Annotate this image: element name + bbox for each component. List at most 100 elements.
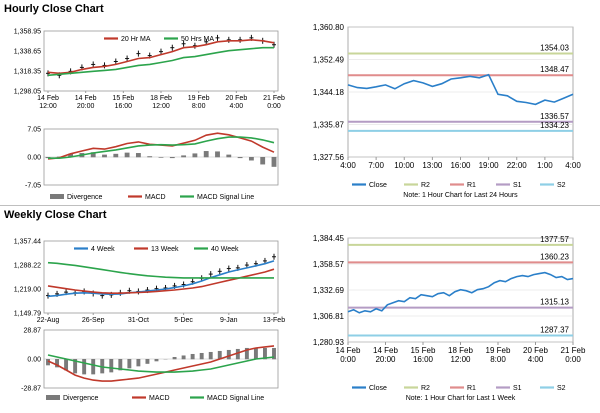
weekly_1week-ytick: 1,384.45 [313, 234, 345, 243]
weekly_macd-legend-label: Divergence [63, 395, 99, 402]
weekly_price-legend-label: 4 Week [91, 246, 115, 253]
divergence-bar [217, 350, 222, 360]
weekly_1week-xtick: 14 Feb 20:00 [373, 346, 398, 364]
level-s2-label: 1287.37 [540, 326, 569, 335]
level-r1-label: 1360.23 [540, 252, 569, 261]
hourly_price-ytick: 1,338.65 [14, 49, 41, 56]
hourly_24h-xtick: 10:00 [394, 161, 415, 170]
weekly_1week-legend-label: S1 [513, 385, 522, 392]
divergence-bar [124, 152, 130, 158]
weekly_1week-note: Note: 1 Hour Chart for Last 1 Week [406, 395, 516, 402]
level-r1-label: 1348.47 [540, 65, 569, 74]
hourly_24h-xtick: 4:00 [340, 161, 356, 170]
series-40-week [47, 261, 274, 279]
hourly_macd-legend-label: MACD [145, 194, 166, 201]
hourly_24h-ytick: 1,327.56 [313, 153, 345, 162]
weekly_price-xtick: 13-Feb [263, 317, 285, 324]
hourly_24h-ytick: 1,335.87 [313, 121, 345, 130]
hourly_24h-legend-label: S1 [513, 182, 522, 189]
weekly_price-ytick: 1,149.79 [14, 311, 41, 318]
hourly_price-xtick: 15 Feb 16:00 [112, 95, 134, 110]
hourly_24h-xtick: 22:00 [507, 161, 528, 170]
divergence-bar [235, 348, 240, 360]
hourly_macd-legend-label: MACD Signal Line [197, 194, 254, 201]
divergence-bar [90, 152, 96, 158]
weekly_macd-legend-label: MACD [149, 395, 170, 402]
divergence-bar [91, 359, 96, 375]
weekly_1week-ytick: 1,306.81 [313, 312, 345, 321]
series-50-hrs-ma [47, 46, 274, 77]
hourly_24h-legend-label: S2 [557, 182, 566, 189]
divergence-bar [82, 359, 87, 375]
section-divider [0, 205, 600, 206]
hourly_macd-legend-swatch [50, 194, 64, 199]
divergence-bar [271, 157, 277, 167]
divergence-bar [263, 347, 267, 360]
level-s1-label: 1315.13 [540, 298, 569, 307]
weekly_macd-ytick: -28.87 [21, 386, 41, 393]
divergence-bar [199, 352, 204, 360]
hourly_price-xtick: 14 Feb 12:00 [37, 95, 59, 110]
hourly_macd-ytick: -7.05 [25, 183, 41, 190]
series-close [347, 73, 574, 106]
weekly_price-ytick: 1,288.22 [14, 263, 41, 270]
weekly_1week-legend-label: S2 [557, 385, 566, 392]
series-4-week [47, 260, 275, 298]
divergence-bar [46, 359, 50, 366]
weekly_1week-legend-label: R2 [421, 385, 430, 392]
divergence-bar [192, 153, 198, 158]
divergence-bar [68, 153, 74, 158]
level-r2-label: 1377.57 [540, 235, 569, 244]
series-20-hr-ma [47, 38, 275, 75]
hourly_price-xtick: 19 Feb 8:00 [188, 95, 210, 110]
weekly_1week-legend-label: Close [369, 385, 387, 392]
divergence-bar [208, 351, 213, 360]
divergence-bar [158, 157, 164, 158]
series-macd [47, 345, 275, 382]
hourly_24h-xtick: 4:00 [565, 161, 581, 170]
divergence-bar [145, 359, 150, 364]
weekly_price-xtick: 22-Aug [37, 317, 60, 324]
hourly_24h-xtick: 16:00 [450, 161, 471, 170]
hourly_macd-legend-label: Divergence [67, 194, 103, 201]
divergence-bar [215, 151, 220, 158]
hourly_price-xtick: 20 Feb 4:00 [225, 95, 247, 110]
divergence-bar [102, 154, 107, 158]
weekly_1week-xtick: 21 Feb 0:00 [561, 346, 586, 364]
weekly_1week-xtick: 15 Feb 16:00 [411, 346, 436, 364]
weekly-1week-chart: 1,384.45 1,358.57 1,332.69 1,306.81 1,280.93… [313, 234, 586, 402]
divergence-bar [109, 359, 114, 373]
weekly_price-legend-label: 40 Week [211, 246, 239, 253]
divergence-bar [73, 359, 78, 374]
divergence-bar [253, 347, 258, 360]
divergence-bar [272, 347, 276, 360]
hourly_price-ytick: 1,298.05 [14, 89, 41, 96]
hourly_price-ytick: 1,358.95 [14, 29, 41, 36]
divergence-bar [181, 355, 186, 360]
divergence-bar [136, 359, 141, 367]
hourly_24h-xtick: 7:00 [368, 161, 384, 170]
weekly-section-title: Weekly Close Chart [4, 209, 107, 221]
weekly_1week-xtick: 19 Feb 8:00 [486, 346, 511, 364]
divergence-bar [154, 359, 159, 362]
weekly_price-legend-label: 13 Week [151, 246, 179, 253]
hourly_24h-legend-label: R2 [421, 182, 430, 189]
hourly_24h-ytick: 1,352.49 [313, 56, 345, 65]
weekly_price-xtick: 31-Oct [128, 317, 149, 324]
divergence-bar [237, 157, 243, 159]
plot-frame [43, 240, 279, 314]
level-r2-label: 1354.03 [540, 43, 569, 52]
divergence-bar [64, 359, 69, 371]
weekly_price-ytick: 1,357.44 [14, 239, 41, 246]
weekly_1week-ytick: 1,332.69 [313, 286, 345, 295]
hourly_price-xtick: 21 Feb 0:00 [263, 95, 285, 110]
level-s1-label: 1336.57 [540, 112, 569, 121]
divergence-bar [118, 359, 123, 371]
weekly_price-xtick: 26-Sep [82, 317, 105, 324]
weekly_macd-legend-label: MACD Signal Line [207, 395, 264, 402]
divergence-bar [203, 151, 209, 158]
hourly_macd-ytick: 0.00 [27, 155, 41, 162]
weekly_1week-xtick: 18 Feb 12:00 [448, 346, 473, 364]
